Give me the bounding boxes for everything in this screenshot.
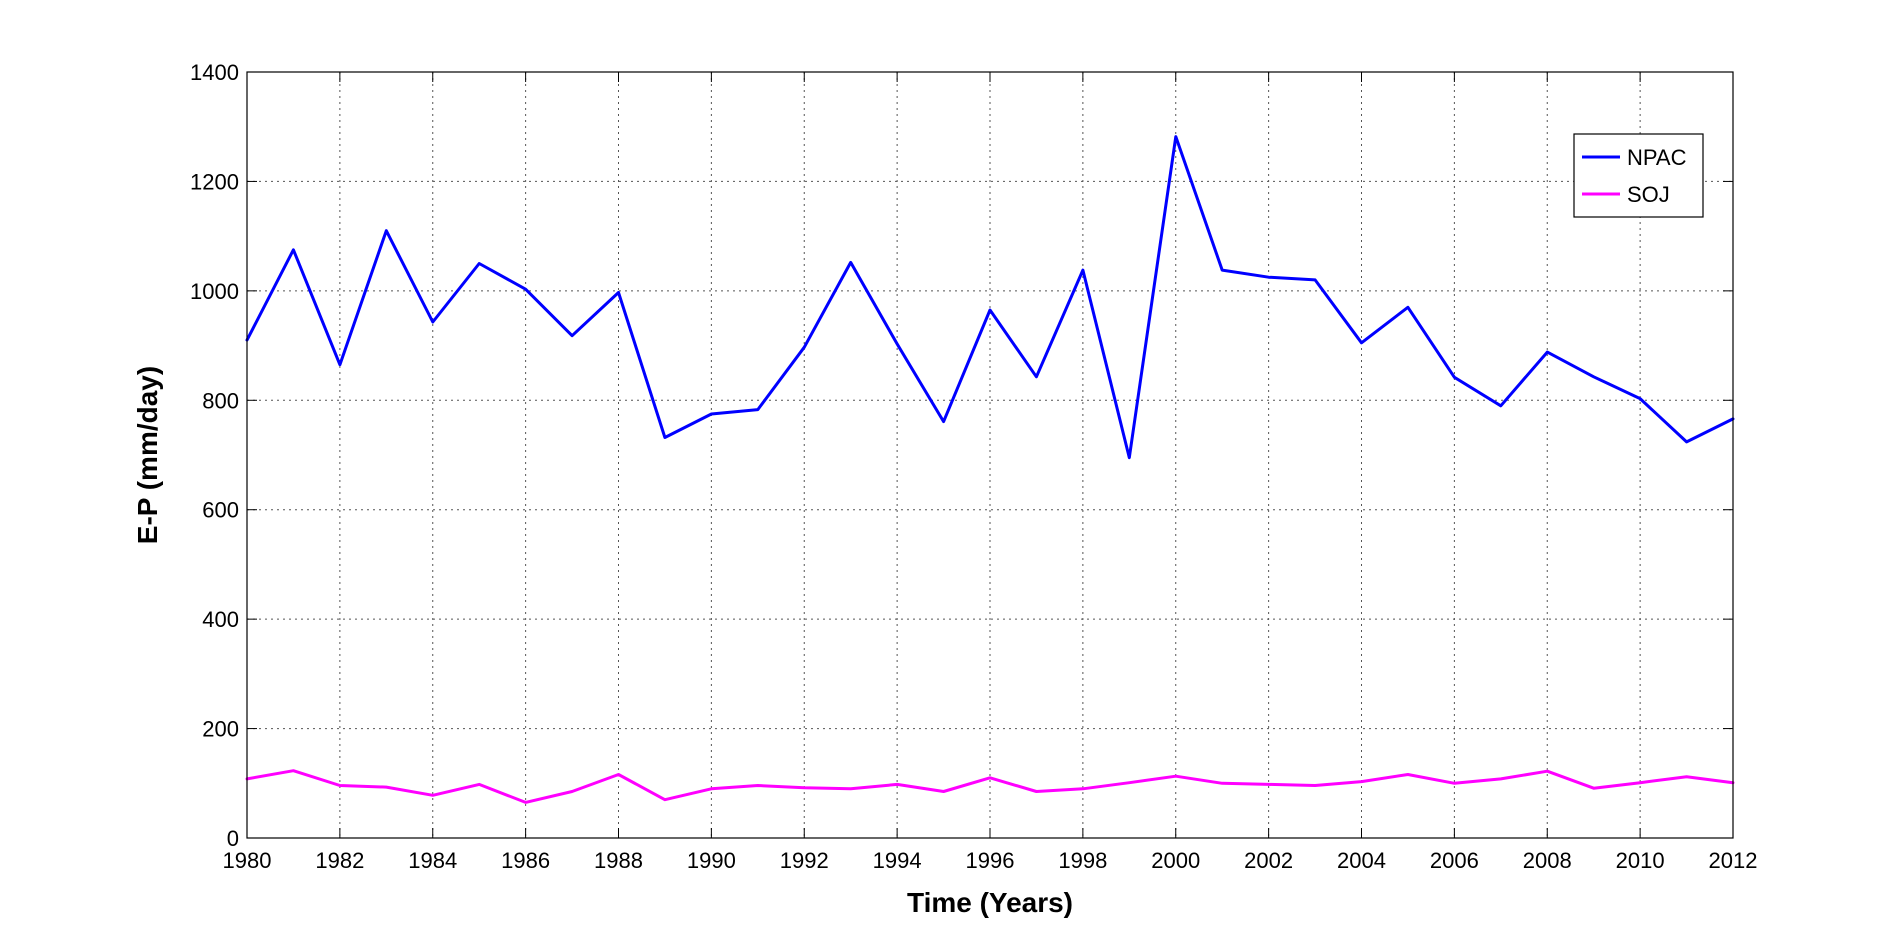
- x-tick-label: 1990: [687, 848, 736, 873]
- legend-box: [1573, 133, 1704, 218]
- axis-ticks: 1980 1982 1984 1986 1988 1990 1992 1994 1996 1998…: [190, 60, 1757, 873]
- y-tick-label: 400: [202, 607, 239, 632]
- y-tick-label: 0: [227, 826, 239, 851]
- y-tick-label: 1000: [190, 279, 239, 304]
- grid: [247, 72, 1733, 838]
- x-tick-label: 1984: [408, 848, 457, 873]
- y-tick-label: 600: [202, 498, 239, 523]
- y-axis-title: E-P (mm/day): [132, 366, 163, 544]
- x-tick-label: 1988: [594, 848, 643, 873]
- x-axis-title: Time (Years): [907, 887, 1073, 918]
- x-tick-label: 1998: [1058, 848, 1107, 873]
- x-tick-label: 1986: [501, 848, 550, 873]
- legend: NPAC SOJ: [1573, 133, 1704, 218]
- series-layer: [245, 135, 1735, 804]
- x-tick-label: 2012: [1709, 848, 1758, 873]
- x-tick-label: 1980: [223, 848, 272, 873]
- series-line-npac: [245, 135, 1735, 460]
- y-tick-label: 800: [202, 388, 239, 413]
- x-tick-label: 2004: [1337, 848, 1386, 873]
- x-tick-label: 1992: [780, 848, 829, 873]
- x-tick-label: 1982: [315, 848, 364, 873]
- x-tick-label: 2010: [1616, 848, 1665, 873]
- x-tick-label: 2000: [1151, 848, 1200, 873]
- y-tick-label: 1400: [190, 60, 239, 85]
- y-tick-label: 1200: [190, 169, 239, 194]
- legend-label-soj: SOJ: [1627, 182, 1670, 207]
- x-tick-label: 2002: [1244, 848, 1293, 873]
- legend-label-npac: NPAC: [1627, 145, 1687, 170]
- x-tick-label: 1996: [966, 848, 1015, 873]
- series-line-soj: [245, 769, 1735, 804]
- x-tick-label: 2008: [1523, 848, 1572, 873]
- y-tick-label: 200: [202, 717, 239, 742]
- x-tick-label: 1994: [873, 848, 922, 873]
- x-tick-label: 2006: [1430, 848, 1479, 873]
